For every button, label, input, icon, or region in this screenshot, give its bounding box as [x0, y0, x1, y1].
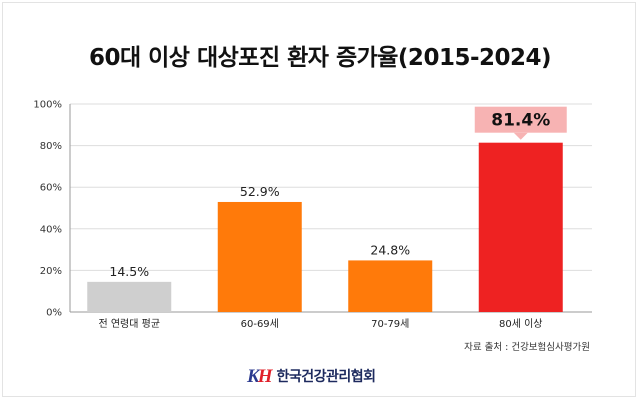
y-tick-label: 20%: [40, 266, 62, 277]
y-tick-label: 0%: [46, 308, 62, 319]
kh-logo-icon: KH: [247, 365, 272, 387]
bar: [478, 142, 563, 312]
x-tick-label: 60-69세: [241, 318, 279, 330]
data-label: 52.9%: [240, 184, 280, 199]
data-label: 81.4%: [491, 111, 550, 131]
chart-title: 60대 이상 대상포진 환자 증가율(2015-2024): [88, 45, 552, 71]
bar: [217, 201, 302, 312]
y-tick-label: 60%: [40, 183, 62, 194]
x-tick-label: 전 연령대 평균: [98, 318, 160, 330]
highlight-label-box: [474, 106, 567, 133]
source-note: 자료 출처 : 건강보험심사평가원: [464, 342, 590, 353]
bar: [348, 260, 433, 312]
x-tick-label: 80세 이상: [499, 318, 543, 330]
y-tick-label: 40%: [40, 224, 62, 235]
highlight-label-pointer: [513, 132, 528, 140]
data-label: 14.5%: [109, 264, 149, 279]
x-tick-label: 70-79세: [371, 318, 409, 330]
data-label: 24.8%: [370, 242, 410, 257]
organization-logo: KH 한국건강관리협회: [247, 364, 376, 388]
y-tick-label: 100%: [33, 100, 62, 111]
organization-name: 한국건강관리협회: [276, 369, 376, 385]
bar: [87, 281, 172, 312]
y-tick-label: 80%: [40, 141, 62, 152]
